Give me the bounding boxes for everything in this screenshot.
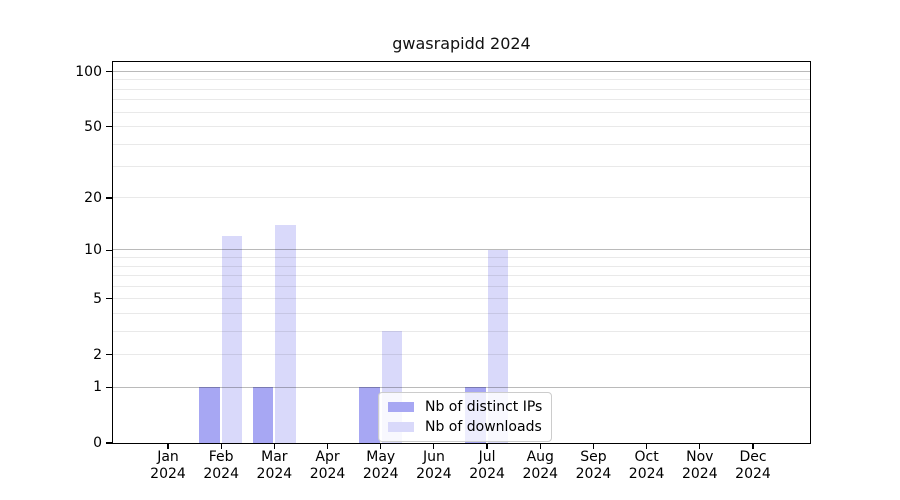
- x-tick-label: Jan 2024: [150, 449, 186, 482]
- y-tick-mark: [106, 298, 112, 300]
- x-tick-mark: [592, 444, 595, 449]
- x-tick-label: May 2024: [362, 449, 399, 482]
- plot-area: [111, 60, 811, 444]
- x-tick-label: Sep 2024: [575, 449, 612, 482]
- x-tick-label: Jul 2024: [469, 449, 505, 482]
- x-tick-mark: [326, 444, 329, 449]
- legend-label: Nb of distinct IPs: [425, 399, 543, 415]
- x-tick-mark: [220, 444, 222, 449]
- y-tick-mark: [106, 126, 112, 128]
- y-tick-label: 0: [93, 435, 102, 451]
- y-tick-label: 1: [93, 379, 102, 396]
- x-tick-label: Aug 2024: [522, 449, 559, 482]
- x-tick-label: Oct 2024: [628, 449, 665, 482]
- y-tick-label: 100: [75, 63, 102, 80]
- y-tick-mark: [106, 386, 112, 388]
- y-tick-label: 5: [93, 290, 102, 307]
- x-tick-label: Jun 2024: [416, 449, 452, 482]
- bars-layer: [113, 62, 810, 443]
- y-tick-label: 20: [84, 190, 102, 207]
- legend: Nb of distinct IPs Nb of downloads: [378, 392, 553, 442]
- x-tick-mark: [752, 444, 754, 449]
- chart-title: gwasrapidd 2024: [392, 34, 531, 53]
- legend-item: Nb of distinct IPs: [388, 399, 542, 415]
- x-tick-mark: [433, 444, 435, 449]
- y-tick-label: 50: [84, 118, 102, 135]
- x-tick-mark: [539, 444, 541, 449]
- legend-swatch-downloads: [388, 422, 414, 432]
- x-tick-label: Dec 2024: [735, 449, 771, 482]
- bar-downloads: [221, 236, 243, 443]
- x-tick-mark: [486, 444, 488, 449]
- y-tick-mark: [106, 71, 112, 73]
- bar-downloads: [275, 224, 296, 443]
- x-tick-label: Mar 2024: [256, 449, 293, 482]
- x-tick-mark: [646, 444, 648, 449]
- bar-distinct-ips: [252, 387, 274, 443]
- x-tick-mark: [167, 444, 169, 449]
- y-tick-mark: [106, 354, 112, 356]
- x-tick-label: Feb 2024: [203, 449, 239, 482]
- bar-distinct-ips: [199, 387, 220, 443]
- x-tick-label: Nov 2024: [681, 449, 718, 482]
- legend-label: Nb of downloads: [425, 419, 542, 435]
- x-tick-mark: [699, 444, 701, 449]
- y-tick-label: 10: [84, 242, 102, 259]
- x-tick-mark: [380, 444, 382, 449]
- y-tick-mark: [106, 442, 112, 444]
- x-tick-label: Apr 2024: [309, 449, 346, 482]
- y-tick-mark: [106, 197, 112, 199]
- legend-swatch-distinct-ips: [388, 402, 414, 412]
- bar-distinct-ips: [359, 387, 380, 443]
- x-tick-mark: [273, 444, 275, 449]
- legend-item: Nb of downloads: [388, 419, 542, 435]
- y-tick-label: 2: [93, 346, 102, 363]
- y-tick-mark: [106, 249, 112, 251]
